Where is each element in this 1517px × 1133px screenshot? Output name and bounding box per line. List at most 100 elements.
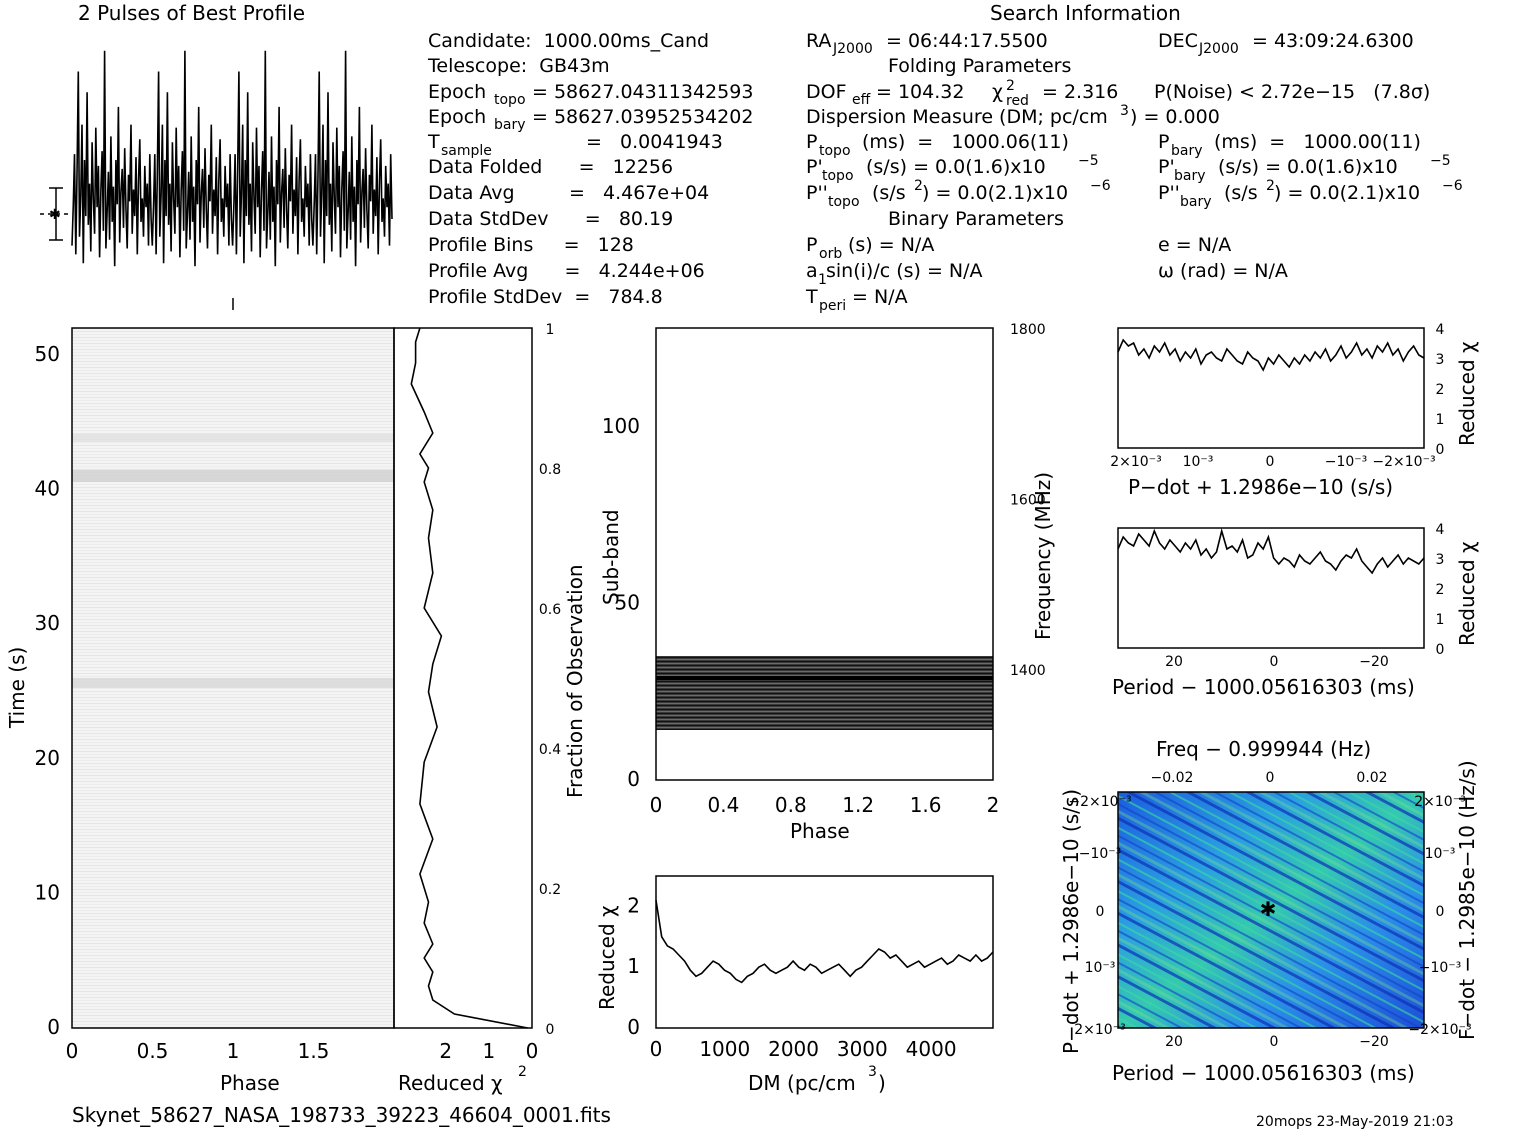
pdot-chi2-frame — [1117, 327, 1425, 449]
freq-phase-x-tick-label: 2 — [987, 793, 1000, 817]
freq-phase-right-tick-label: 1400 — [1010, 663, 1046, 679]
time-phase-x-tick-label: 1 — [227, 1039, 240, 1063]
info-pddbary-sub: bary — [1180, 194, 1212, 210]
time-phase-y-tick-label: 0 — [47, 1015, 60, 1039]
error-bar-star: ✱ — [49, 207, 61, 223]
info-pdtopo: (s/s) = 0.0(1.6)x10 — [866, 156, 1046, 178]
info-chi-val: = 2.316 — [1042, 81, 1118, 103]
info-pddtopo-sub: topo — [828, 194, 860, 210]
freq-phase-y-ticks: 0 50 100 — [602, 414, 640, 791]
info-dec-label: DEC — [1158, 30, 1198, 52]
period-chi2-y-tick-label: 3 — [1436, 552, 1445, 568]
freq-phase-right-ticks: 1400 1600 1800 — [1010, 322, 1046, 679]
info-profile-stddev: Profile StdDev = 784.8 — [428, 286, 663, 308]
pdot-chi2-y-tick-label: 2 — [1436, 382, 1445, 398]
p-pdot-y-tick-label: 10⁻³ — [1085, 960, 1116, 976]
time-chi2-panel: 2 1 0 0 0.2 0.4 0.6 0.8 1 Reduced χ 2 Fraction … — [393, 322, 587, 1095]
info-profile-avg: Profile Avg = 4.244e+06 — [428, 260, 705, 282]
freq-phase-band — [656, 676, 993, 680]
info-ptopo-sub: topo — [819, 143, 851, 159]
time-chi2-y-tick-label: 0.8 — [539, 462, 561, 478]
info-pdbary-sub: bary — [1174, 168, 1206, 184]
info-pdtopo-exp: −5 — [1078, 153, 1099, 169]
info-dec: = 43:09:24.6300 — [1252, 30, 1414, 52]
freq-phase-y-tick-label: 50 — [615, 590, 640, 614]
info-dof-sub: eff — [852, 92, 871, 108]
dm-chi2-x-ticks: 0 1000 2000 3000 4000 — [650, 1037, 957, 1061]
info-pbary: (ms) = 1000.00(11) — [1214, 131, 1421, 153]
time-chi2-x-tick-label: 1 — [483, 1039, 496, 1063]
info-omega: ω (rad) = N/A — [1158, 260, 1288, 282]
info-porb-sub: orb — [819, 246, 842, 262]
info-epoch-topo-label: Epoch — [428, 81, 486, 103]
time-chi2-line — [410, 327, 528, 1029]
info-epoch-bary-val: = 58627.03952534202 — [532, 106, 753, 128]
time-chi2-y-tick-label: 0.6 — [539, 602, 561, 618]
info-epoch-topo-val: = 58627.04311342593 — [532, 81, 753, 103]
dm-chi2-panel: 0 1000 2000 3000 4000 0 1 2 DM (pc/cm 3 ) Redu… — [595, 875, 994, 1095]
p-pdot-y-ticks: 2×10⁻³ 10⁻³ 0 −10⁻³ −2×10⁻³ — [1068, 794, 1131, 1038]
time-phase-y-tick-label: 40 — [35, 477, 60, 501]
p-pdot-y-right-tick-label: −2×10⁻³ — [1408, 1022, 1471, 1038]
time-chi2-xlabel-sup: 2 — [518, 1064, 527, 1080]
info-pddtopo-exp: −6 — [1090, 178, 1111, 194]
period-chi2-x-tick-label: 20 — [1165, 654, 1183, 670]
info-pddbary-exp: −6 — [1442, 178, 1463, 194]
time-phase-y-tick-label: 30 — [35, 611, 60, 635]
binary-params-title: Binary Parameters — [888, 208, 1064, 230]
info-dof-label: DOF — [806, 81, 847, 103]
p-pdot-xlabel-top: Freq − 0.999944 (Hz) — [1156, 737, 1371, 761]
freq-phase-x-tick-label: 0.4 — [707, 793, 739, 817]
freq-phase-y-tick-label: 0 — [627, 767, 640, 791]
p-pdot-y-tick-label: −10⁻³ — [1079, 846, 1122, 862]
info-epoch-topo-sub: topo — [494, 92, 526, 108]
pdot-chi2-x-ticks: 2×10⁻³ 10⁻³ 0 −10⁻³ −2×10⁻³ — [1110, 454, 1435, 470]
info-candidate: Candidate: 1000.00ms_Cand — [428, 30, 709, 52]
p-pdot-x-top-tick-label: −0.02 — [1151, 770, 1194, 786]
info-ra-sub: J2000 — [832, 41, 873, 57]
info-pbary-sub: bary — [1171, 143, 1203, 159]
dm-chi2-xlabel: DM (pc/cm — [748, 1071, 856, 1095]
info-data-folded: Data Folded = 12256 — [428, 156, 673, 178]
dm-chi2-x-tick-label: 2000 — [768, 1037, 819, 1061]
time-chi2-y-tick-label: 0.2 — [539, 882, 561, 898]
dm-chi2-x-tick-label: 1000 — [699, 1037, 750, 1061]
p-pdot-best-marker: ✱ — [1260, 897, 1277, 921]
info-ra: = 06:44:17.5500 — [886, 30, 1048, 52]
info-dec-sub: J2000 — [1198, 41, 1239, 57]
info-a1: sin(i)/c (s) = N/A — [826, 260, 983, 282]
p-pdot-ylabel-right: F−dot − 1.2985e−10 (Hz/s) — [1455, 760, 1479, 1040]
time-chi2-x-tick-label: 0 — [526, 1039, 539, 1063]
pdot-chi2-x-tick-label: 10⁻³ — [1183, 454, 1214, 470]
info-pdbary-exp: −5 — [1430, 153, 1451, 169]
period-chi2-y-tick-label: 0 — [1436, 642, 1445, 658]
info-dm-val: ) = 0.000 — [1130, 106, 1220, 128]
time-phase-x-ticks: 0 0.5 1 1.5 — [66, 1039, 330, 1063]
p-pdot-x-top-ticks: −0.02 0 0.02 — [1151, 770, 1388, 786]
info-telescope: Telescope: GB43m — [427, 55, 610, 77]
info-pddbary: (s/s — [1224, 182, 1258, 204]
time-phase-y-tick-label: 10 — [35, 880, 60, 904]
p-pdot-frame — [1117, 791, 1425, 1029]
p-pdot-ylabel: P−dot + 1.2986e−10 (s/s) — [1059, 789, 1083, 1054]
info-pddtopo2: ) = 0.0(2.1)x10 — [922, 182, 1068, 204]
dm-chi2-xlabel-sup: 3 — [868, 1064, 877, 1080]
info-ptopo-p: P — [806, 131, 817, 153]
info-chi-sub: red — [1006, 93, 1029, 109]
p-pdot-x-top-tick-label: 0.02 — [1356, 770, 1387, 786]
period-chi2-panel: 20 0 −20 0 1 2 3 4 Period − 1000.05616303 (ms)… — [1112, 522, 1479, 699]
freq-phase-ylabel: Sub-band — [599, 509, 623, 605]
time-phase-x-tick-label: 0.5 — [137, 1039, 169, 1063]
pdot-chi2-xlabel: P−dot + 1.2986e−10 (s/s) — [1128, 475, 1393, 499]
freq-phase-x-ticks: 0 0.4 0.8 1.2 1.6 2 — [650, 793, 1000, 817]
freq-phase-right-tick-label: 1800 — [1010, 322, 1046, 338]
time-chi2-x-tick-label: 2 — [439, 1039, 452, 1063]
info-ra-label: RA — [806, 30, 831, 52]
time-phase-xlabel: Phase — [220, 1071, 280, 1095]
footer-filename: Skynet_58627_NASA_198733_39223_46604_000… — [72, 1103, 611, 1127]
time-phase-y-tick-label: 20 — [35, 746, 60, 770]
profile-title: 2 Pulses of Best Profile — [78, 1, 305, 25]
search-info-title: Search Information — [990, 1, 1181, 25]
info-data-stddev: Data StdDev = 80.19 — [428, 208, 673, 230]
